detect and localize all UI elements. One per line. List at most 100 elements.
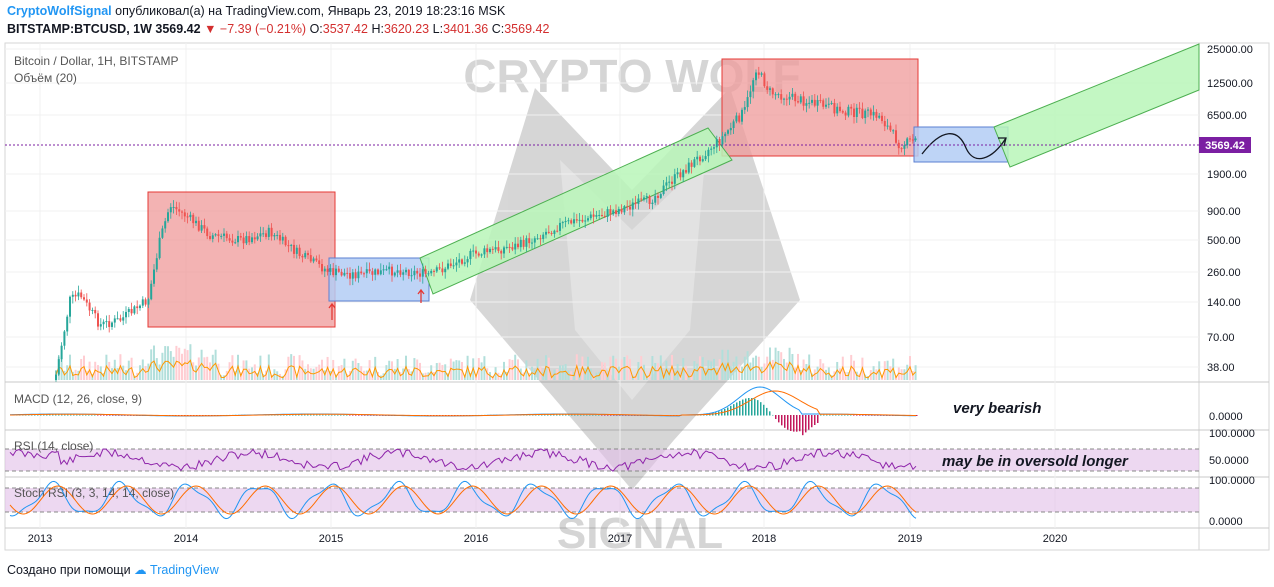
candle-body	[651, 202, 654, 204]
time-axis[interactable]: 2013 2014 2015 2016 2017 2018 2019 2020	[28, 533, 1067, 545]
candle-body	[91, 309, 94, 311]
macd-histogram-bar	[835, 414, 837, 416]
candle-body	[897, 142, 900, 149]
stoch-band	[5, 488, 1199, 512]
macd-histogram-bar	[100, 415, 102, 416]
rsi-annotation[interactable]: may be in oversold longer	[942, 453, 1129, 470]
projection-curve[interactable]	[921, 133, 1007, 160]
candle-body	[169, 207, 172, 213]
candle-body	[858, 107, 861, 109]
candle-body	[609, 209, 612, 215]
candle-body	[780, 94, 783, 100]
candle-body	[911, 139, 914, 141]
candle-body	[592, 214, 595, 217]
author-link[interactable]: CryptoWolfSignal	[7, 4, 112, 18]
candle-body	[612, 210, 615, 215]
low-value: 3401.36	[443, 22, 489, 36]
macd-annotation[interactable]: very bearish	[953, 400, 1041, 417]
volume-bar	[155, 358, 158, 380]
candle-body	[203, 225, 206, 229]
volume-bar	[416, 359, 419, 380]
macd-histogram-bar	[820, 414, 822, 416]
price-axis[interactable]: 25000.00 12500.00 6500.00 1900.00 900.00 500.…	[1207, 44, 1253, 374]
blue-box-2015[interactable]	[328, 257, 430, 302]
projection-arrowhead-icon	[998, 137, 1007, 147]
candle-body	[710, 148, 713, 150]
candle-body	[127, 308, 130, 312]
candle-body	[273, 235, 276, 237]
candle-body	[881, 115, 883, 122]
candle-body	[869, 109, 872, 116]
candle-body	[329, 268, 332, 272]
time-tick-label: 2020	[1043, 533, 1067, 545]
price-tick-label: 6500.00	[1207, 110, 1247, 122]
price-tick-label: 12500.00	[1207, 78, 1253, 90]
macd-histogram-bar	[79, 414, 81, 416]
candle-body	[909, 138, 911, 140]
candle-body	[603, 215, 606, 217]
volume-bar	[290, 354, 293, 380]
candle-body	[494, 247, 497, 250]
macd-histogram-bar	[739, 400, 741, 416]
last-price: 3569.42	[155, 22, 201, 36]
macd-histogram-bar	[103, 415, 105, 416]
candle-body	[839, 106, 841, 112]
macd-histogram-bar	[370, 415, 372, 416]
candle-body	[119, 318, 122, 321]
macd-histogram-bar	[604, 415, 606, 416]
symbol-name: BITSTAMP:BTCUSD, 1W	[7, 22, 152, 36]
candle-body	[337, 268, 340, 272]
macd-histogram-bar	[838, 414, 840, 416]
candle-body	[276, 234, 279, 236]
candlesticks[interactable]	[55, 66, 917, 382]
volume-bar	[203, 357, 206, 380]
candle-body	[665, 182, 668, 186]
open-label: O:	[309, 22, 323, 36]
candle-body	[248, 236, 251, 243]
macd-histogram-bar	[751, 398, 753, 416]
candle-body	[217, 234, 220, 236]
candle-body	[326, 268, 329, 272]
volume-bar	[164, 346, 167, 380]
volume-bar	[556, 369, 559, 380]
volume-bar	[780, 352, 783, 380]
macd-histogram-bar	[778, 415, 780, 423]
candle-body	[757, 72, 760, 75]
candle-body	[847, 106, 850, 116]
candle-body	[309, 255, 312, 262]
macd-histogram-bar	[916, 415, 918, 416]
candle-body	[231, 240, 234, 243]
price-tick-label: 25000.00	[1207, 44, 1253, 56]
candle-body	[727, 130, 729, 134]
candle-body	[766, 86, 769, 90]
candle-body	[595, 215, 598, 217]
candle-body	[405, 269, 407, 273]
candle-body	[505, 246, 508, 248]
candle-body	[514, 243, 517, 250]
macd-histogram-bar	[91, 414, 93, 416]
candle-body	[354, 272, 357, 279]
volume-bar	[141, 359, 144, 380]
candle-body	[343, 272, 346, 276]
volume-bar	[749, 362, 752, 380]
volume-bar	[732, 361, 735, 380]
macd-histogram-bar	[553, 414, 555, 416]
tradingview-link[interactable]: TradingView	[150, 563, 219, 577]
candle-body	[452, 265, 455, 267]
candle-body	[559, 222, 561, 231]
candle-body	[262, 233, 265, 235]
candle-body	[825, 104, 827, 107]
candle-body	[463, 262, 466, 264]
down-arrow-icon: ▼	[204, 22, 217, 36]
red-box-2018[interactable]	[721, 58, 919, 157]
macd-histogram-bar	[313, 414, 315, 416]
macd-histogram-bar	[556, 414, 558, 416]
current-price-tag	[1199, 137, 1251, 153]
candle-body	[475, 250, 477, 254]
candle-body	[60, 345, 63, 360]
macd-histogram-bar	[577, 414, 579, 416]
green-channel-2019[interactable]	[993, 43, 1200, 168]
volume-bar	[211, 354, 214, 380]
candle-body	[421, 269, 424, 277]
